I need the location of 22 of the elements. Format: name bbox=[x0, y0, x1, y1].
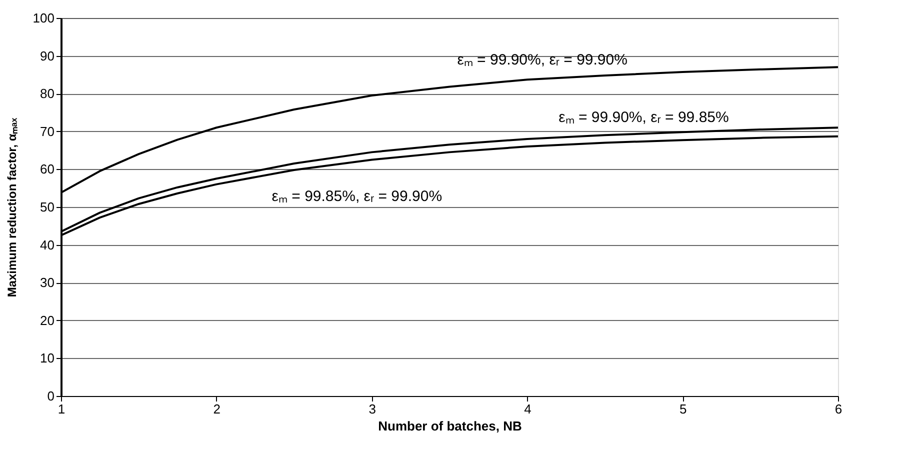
y-axis-title: Maximum reduction factor, αₘₐₓ bbox=[4, 117, 19, 298]
y-tick-label: 90 bbox=[40, 48, 54, 64]
y-tick-label: 80 bbox=[40, 86, 54, 102]
x-tick-label: 4 bbox=[524, 402, 532, 416]
x-tick-label: 2 bbox=[213, 402, 221, 416]
y-tick-label: 20 bbox=[40, 312, 54, 328]
x-tick-label: 5 bbox=[679, 402, 687, 416]
series-label: εₘ = 99.85%, εᵣ = 99.90% bbox=[272, 188, 442, 205]
y-tick-label: 50 bbox=[40, 200, 54, 214]
x-tick-label: 3 bbox=[368, 402, 376, 416]
series-label: εₘ = 99.90%, εᵣ = 99.90% bbox=[457, 52, 628, 69]
series-label: εₘ = 99.90%, εᵣ = 99.85% bbox=[558, 109, 729, 126]
x-tick-label: 6 bbox=[834, 402, 842, 416]
y-tick-label: 60 bbox=[40, 162, 54, 177]
x-axis-title: Number of batches, NB bbox=[378, 418, 522, 434]
y-tick-label: 70 bbox=[40, 124, 54, 139]
y-tick-label: 30 bbox=[40, 275, 54, 290]
x-tick-label: 1 bbox=[58, 402, 66, 416]
y-tick-label: 100 bbox=[32, 10, 54, 26]
y-tick-label: 0 bbox=[47, 388, 54, 404]
y-tick-label: 10 bbox=[40, 350, 54, 366]
y-tick-label: 40 bbox=[40, 237, 54, 252]
